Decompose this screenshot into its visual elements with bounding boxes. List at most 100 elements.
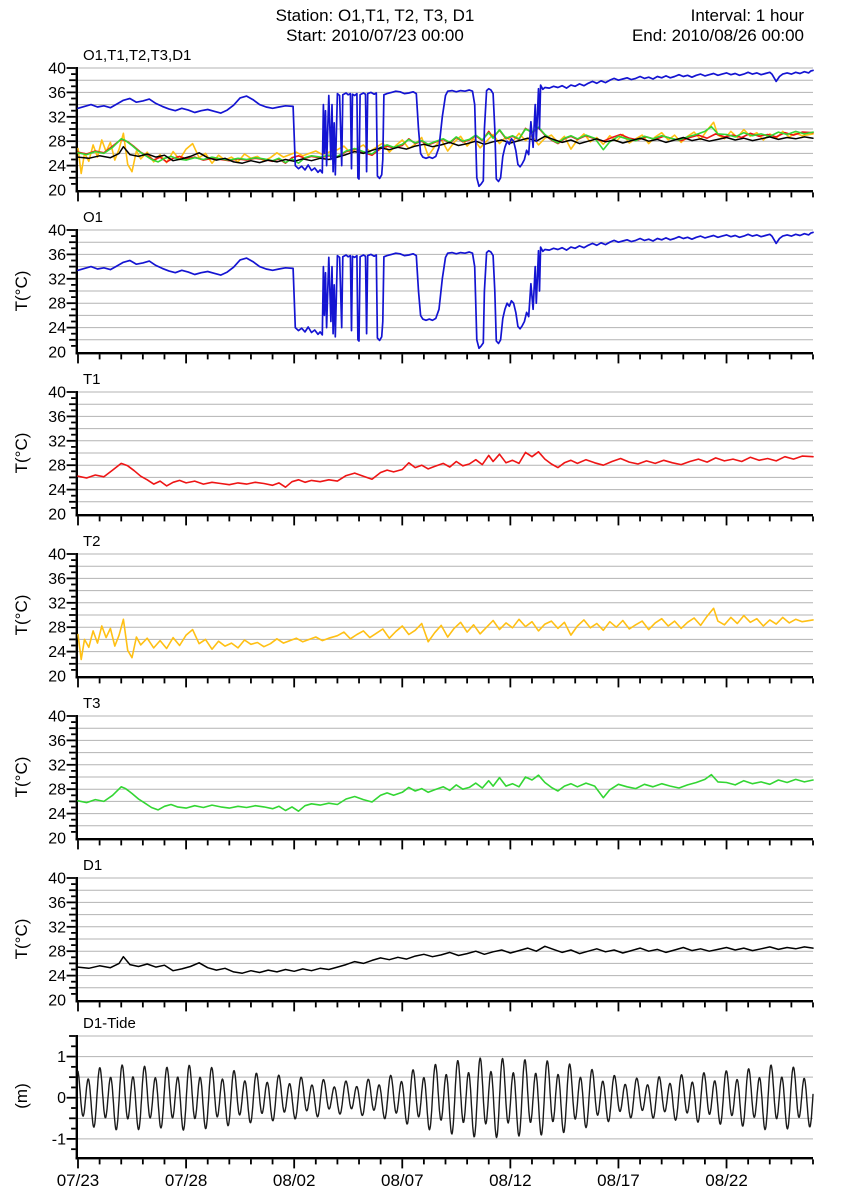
series-D1-line	[77, 135, 814, 164]
x-axis-date-label: 08/07	[381, 1171, 424, 1190]
x-axis-date-label: 07/23	[57, 1171, 100, 1190]
panel-y-axis: 20 24 28 32 36 40	[48, 223, 78, 362]
y-tick-label: 20	[48, 345, 66, 362]
y-tick-label: 36	[48, 895, 66, 912]
x-axis-line	[75, 352, 814, 355]
panel-x-axis	[75, 190, 814, 202]
y-axis-spine	[75, 715, 78, 841]
y-tick-label: 36	[48, 409, 66, 426]
panel-gridlines	[78, 877, 813, 989]
y-axis-spine	[75, 553, 78, 679]
x-axis-date-labels: 07/23 07/28 08/02 08/07 08/12 08/17 08/22	[57, 1171, 748, 1190]
x-axis-date-label: 07/28	[165, 1171, 208, 1190]
panel-D1: 20 24 28 32 36 40	[48, 871, 814, 1012]
y-tick-label: 24	[48, 644, 66, 661]
y-tick-label: 32	[48, 757, 66, 774]
y-tick-label: 36	[48, 571, 66, 588]
y-tick-label: 20	[48, 183, 66, 200]
panel-O1: 20 24 28 32 36 40	[48, 223, 814, 364]
y-tick-label: 36	[48, 247, 66, 264]
y-axis-spine	[75, 229, 78, 355]
x-axis-date-label: 08/22	[705, 1171, 748, 1190]
panel-title-t3: T3	[83, 695, 101, 712]
x-axis-line	[75, 190, 814, 193]
y-tick-label: -1	[52, 1131, 66, 1148]
y-tick-label: 40	[48, 709, 66, 726]
y-tick-label: 1	[57, 1049, 66, 1066]
panel-gridlines	[78, 229, 813, 341]
y-tick-label: 24	[48, 968, 66, 985]
panel-y-axis: 20 24 28 32 36 40	[48, 709, 78, 848]
y-tick-label: 20	[48, 507, 66, 524]
y-tick-label: 24	[48, 806, 66, 823]
panel-x-axis	[75, 1157, 814, 1169]
y-tick-label: 40	[48, 61, 66, 78]
panel-x-axis	[75, 514, 814, 526]
y-tick-label: 24	[48, 158, 66, 175]
y-tick-label: 36	[48, 733, 66, 750]
panel-title-t1: T1	[83, 371, 101, 388]
panel-title-combined: O1,T1,T2,T3,D1	[83, 47, 192, 64]
panel-x-axis	[75, 676, 814, 688]
x-axis-line	[75, 514, 814, 517]
panel-gridlines	[78, 67, 813, 179]
header-end: End: 2010/08/26 00:00	[631, 26, 804, 45]
y-tick-label: 32	[48, 271, 66, 288]
panel-gridlines	[78, 553, 813, 665]
y-axis-spine	[75, 67, 78, 193]
series-O1-line	[77, 69, 814, 188]
y-axis-spine	[75, 877, 78, 1003]
x-axis-date-label: 08/12	[489, 1171, 532, 1190]
panel-title-tide: D1-Tide	[83, 1015, 136, 1032]
panel-combined: 20 24 28 32 36 40	[48, 61, 814, 202]
panel-T2: 20 24 28 32 36 40	[48, 547, 814, 688]
series-T1-line	[77, 450, 814, 489]
y-tick-label: 40	[48, 871, 66, 888]
panel-x-axis	[75, 352, 814, 364]
panel-y-axis: 20 24 28 32 36 40	[48, 547, 78, 686]
y-tick-label: 28	[48, 620, 66, 637]
y-tick-label: 24	[48, 320, 66, 337]
panel-title-o1: O1	[83, 209, 104, 226]
panel-y-axis: -1 0 1	[52, 1035, 78, 1160]
series-O1-line	[77, 231, 814, 350]
x-axis-line	[75, 838, 814, 841]
series-D1-line	[77, 945, 814, 974]
panel-y-axis: 20 24 28 32 36 40	[48, 385, 78, 524]
series-T2-line	[77, 607, 814, 661]
y-tick-label: 32	[48, 433, 66, 450]
y-tick-label: 40	[48, 547, 66, 564]
y-tick-label: 24	[48, 482, 66, 499]
header-station: Station: O1,T1, T2, T3, D1	[275, 6, 475, 25]
series-D1_tide-line	[77, 1057, 814, 1139]
series-T3-line	[77, 773, 814, 813]
panel-tide: -1 0 1	[52, 1035, 814, 1169]
x-axis-line	[75, 676, 814, 679]
panel-title-d1: D1	[83, 857, 103, 874]
y-tick-label: 32	[48, 109, 66, 126]
panel-title-t2: T2	[83, 533, 101, 550]
y-tick-label: 20	[48, 993, 66, 1010]
panel-T3: 20 24 28 32 36 40	[48, 709, 814, 850]
y-tick-label: 32	[48, 595, 66, 612]
y-tick-label: 28	[48, 458, 66, 475]
y-tick-label: 40	[48, 223, 66, 240]
y-tick-label: 20	[48, 831, 66, 848]
y-tick-label: 0	[57, 1090, 66, 1107]
y-tick-label: 36	[48, 85, 66, 102]
x-axis-date-label: 08/02	[273, 1171, 316, 1190]
panel-gridlines	[78, 715, 813, 827]
y-tick-label: 28	[48, 134, 66, 151]
y-tick-label: 32	[48, 919, 66, 936]
panel-gridlines	[78, 391, 813, 503]
y-axis-spine	[75, 391, 78, 517]
panel-y-axis: 20 24 28 32 36 40	[48, 61, 78, 200]
header-interval: Interval: 1 hour	[690, 6, 804, 25]
y-tick-label: 28	[48, 782, 66, 799]
y-axis-spine	[75, 1035, 78, 1160]
x-axis-date-label: 08/17	[597, 1171, 640, 1190]
y-tick-label: 20	[48, 669, 66, 686]
y-tick-label: 40	[48, 385, 66, 402]
